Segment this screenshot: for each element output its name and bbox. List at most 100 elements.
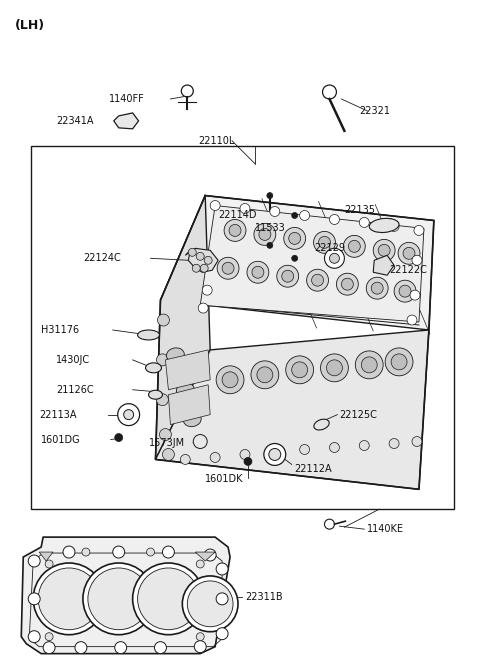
Circle shape bbox=[196, 632, 204, 641]
Circle shape bbox=[300, 211, 310, 220]
Text: 22125C: 22125C bbox=[339, 409, 377, 420]
Circle shape bbox=[216, 593, 228, 605]
Circle shape bbox=[28, 630, 40, 643]
Text: 22122C: 22122C bbox=[389, 265, 427, 276]
Circle shape bbox=[200, 264, 208, 272]
Circle shape bbox=[222, 372, 238, 388]
Text: 1601DG: 1601DG bbox=[41, 434, 81, 445]
Circle shape bbox=[324, 249, 344, 268]
Polygon shape bbox=[156, 330, 429, 489]
Circle shape bbox=[407, 315, 417, 325]
Polygon shape bbox=[373, 255, 394, 276]
Circle shape bbox=[216, 563, 228, 575]
Circle shape bbox=[162, 449, 174, 461]
Circle shape bbox=[210, 201, 220, 211]
Circle shape bbox=[156, 394, 168, 405]
Text: 1140KE: 1140KE bbox=[367, 524, 404, 534]
Circle shape bbox=[399, 285, 411, 297]
Circle shape bbox=[240, 203, 250, 213]
Circle shape bbox=[82, 548, 90, 556]
Circle shape bbox=[252, 266, 264, 278]
Text: 11533: 11533 bbox=[255, 224, 286, 234]
Circle shape bbox=[321, 354, 348, 382]
Circle shape bbox=[180, 455, 190, 464]
Circle shape bbox=[196, 253, 204, 260]
Circle shape bbox=[329, 443, 339, 453]
Circle shape bbox=[187, 581, 233, 626]
Circle shape bbox=[343, 236, 365, 257]
Circle shape bbox=[282, 270, 294, 282]
Circle shape bbox=[394, 280, 416, 302]
Circle shape bbox=[244, 457, 252, 465]
Circle shape bbox=[319, 236, 330, 249]
Circle shape bbox=[75, 642, 87, 653]
Circle shape bbox=[391, 354, 407, 370]
Text: 22124C: 22124C bbox=[83, 253, 120, 263]
Circle shape bbox=[267, 193, 273, 199]
Ellipse shape bbox=[314, 419, 329, 430]
Circle shape bbox=[192, 264, 200, 272]
Text: 1573JM: 1573JM bbox=[148, 438, 185, 447]
Circle shape bbox=[267, 242, 273, 249]
Circle shape bbox=[43, 642, 55, 653]
Circle shape bbox=[205, 255, 215, 265]
Circle shape bbox=[216, 366, 244, 394]
Circle shape bbox=[389, 222, 399, 232]
Circle shape bbox=[270, 447, 280, 457]
Text: 22110L: 22110L bbox=[198, 136, 235, 146]
Polygon shape bbox=[21, 537, 230, 653]
Circle shape bbox=[28, 593, 40, 605]
Text: 1601DK: 1601DK bbox=[205, 474, 244, 484]
Circle shape bbox=[414, 226, 424, 236]
Text: (LH): (LH) bbox=[15, 19, 46, 32]
Text: 22341A: 22341A bbox=[56, 116, 94, 126]
Circle shape bbox=[240, 449, 250, 459]
Circle shape bbox=[222, 262, 234, 274]
Circle shape bbox=[28, 555, 40, 567]
Circle shape bbox=[371, 282, 383, 294]
Circle shape bbox=[378, 244, 390, 256]
Circle shape bbox=[360, 218, 369, 228]
Circle shape bbox=[355, 351, 383, 379]
Circle shape bbox=[113, 546, 125, 558]
Circle shape bbox=[373, 239, 395, 261]
Circle shape bbox=[38, 568, 100, 630]
Circle shape bbox=[389, 438, 399, 449]
Text: 22321: 22321 bbox=[360, 106, 390, 116]
Circle shape bbox=[124, 409, 133, 420]
Circle shape bbox=[398, 242, 420, 264]
Circle shape bbox=[83, 563, 155, 635]
Circle shape bbox=[307, 269, 328, 291]
Circle shape bbox=[156, 354, 168, 366]
Circle shape bbox=[292, 213, 298, 218]
Circle shape bbox=[181, 85, 193, 97]
Circle shape bbox=[138, 568, 199, 630]
Circle shape bbox=[385, 348, 413, 376]
Circle shape bbox=[264, 443, 286, 465]
Circle shape bbox=[216, 628, 228, 640]
Text: H31176: H31176 bbox=[41, 325, 79, 335]
Polygon shape bbox=[168, 385, 210, 424]
Circle shape bbox=[312, 274, 324, 286]
Circle shape bbox=[229, 224, 241, 236]
Circle shape bbox=[118, 403, 140, 426]
Circle shape bbox=[313, 232, 336, 253]
Circle shape bbox=[360, 441, 369, 451]
Polygon shape bbox=[195, 552, 215, 561]
Text: 22113A: 22113A bbox=[39, 409, 77, 420]
Circle shape bbox=[361, 357, 377, 373]
Circle shape bbox=[410, 290, 420, 300]
Polygon shape bbox=[156, 195, 210, 459]
Bar bbox=[31, 146, 454, 509]
Circle shape bbox=[204, 549, 216, 561]
Circle shape bbox=[348, 240, 360, 253]
Circle shape bbox=[155, 642, 167, 653]
Ellipse shape bbox=[138, 330, 159, 340]
Circle shape bbox=[292, 255, 298, 261]
Circle shape bbox=[269, 449, 281, 461]
Circle shape bbox=[193, 434, 207, 449]
Circle shape bbox=[182, 576, 238, 632]
Text: 22135: 22135 bbox=[344, 205, 375, 216]
Circle shape bbox=[324, 519, 335, 529]
Circle shape bbox=[251, 361, 279, 389]
